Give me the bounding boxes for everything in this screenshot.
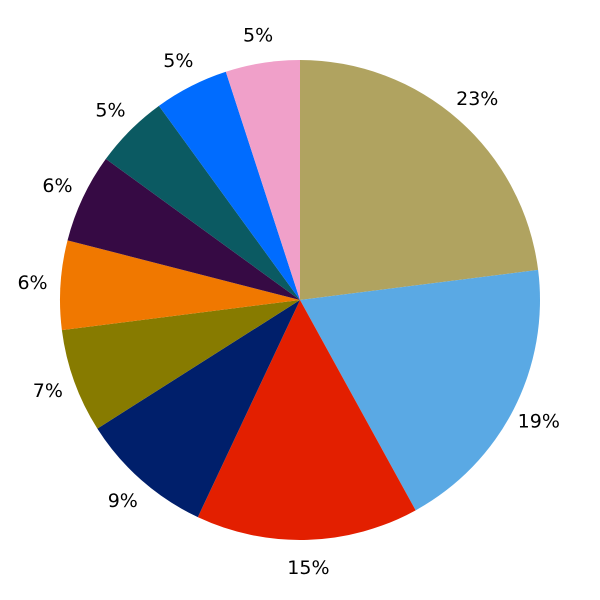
slice-label: 5%: [95, 99, 125, 121]
slice-label: 5%: [243, 24, 273, 46]
slice-label: 19%: [518, 411, 560, 433]
pie-slice: [197, 300, 416, 540]
slice-label: 5%: [163, 50, 193, 72]
pie-slice: [59, 240, 300, 331]
pie-slice: [97, 300, 300, 518]
pie-slices: [59, 60, 540, 540]
pie-slice: [61, 300, 300, 429]
pie-slice: [67, 158, 300, 300]
pie-slice: [225, 60, 300, 300]
slice-label: 15%: [287, 557, 329, 579]
pie-slice: [158, 71, 300, 301]
pie-slice: [300, 269, 540, 511]
slice-label: 6%: [42, 175, 72, 197]
pie-labels: 23% 19% 15% 9% 7% 6% 6% 5% 5% 5%: [17, 24, 559, 579]
pie-slice: [300, 60, 539, 300]
slice-label: 7%: [33, 380, 63, 402]
pie-slice: [105, 105, 300, 300]
slice-label: 9%: [108, 490, 138, 512]
slice-label: 6%: [17, 272, 47, 294]
slice-label: 23%: [456, 88, 498, 110]
